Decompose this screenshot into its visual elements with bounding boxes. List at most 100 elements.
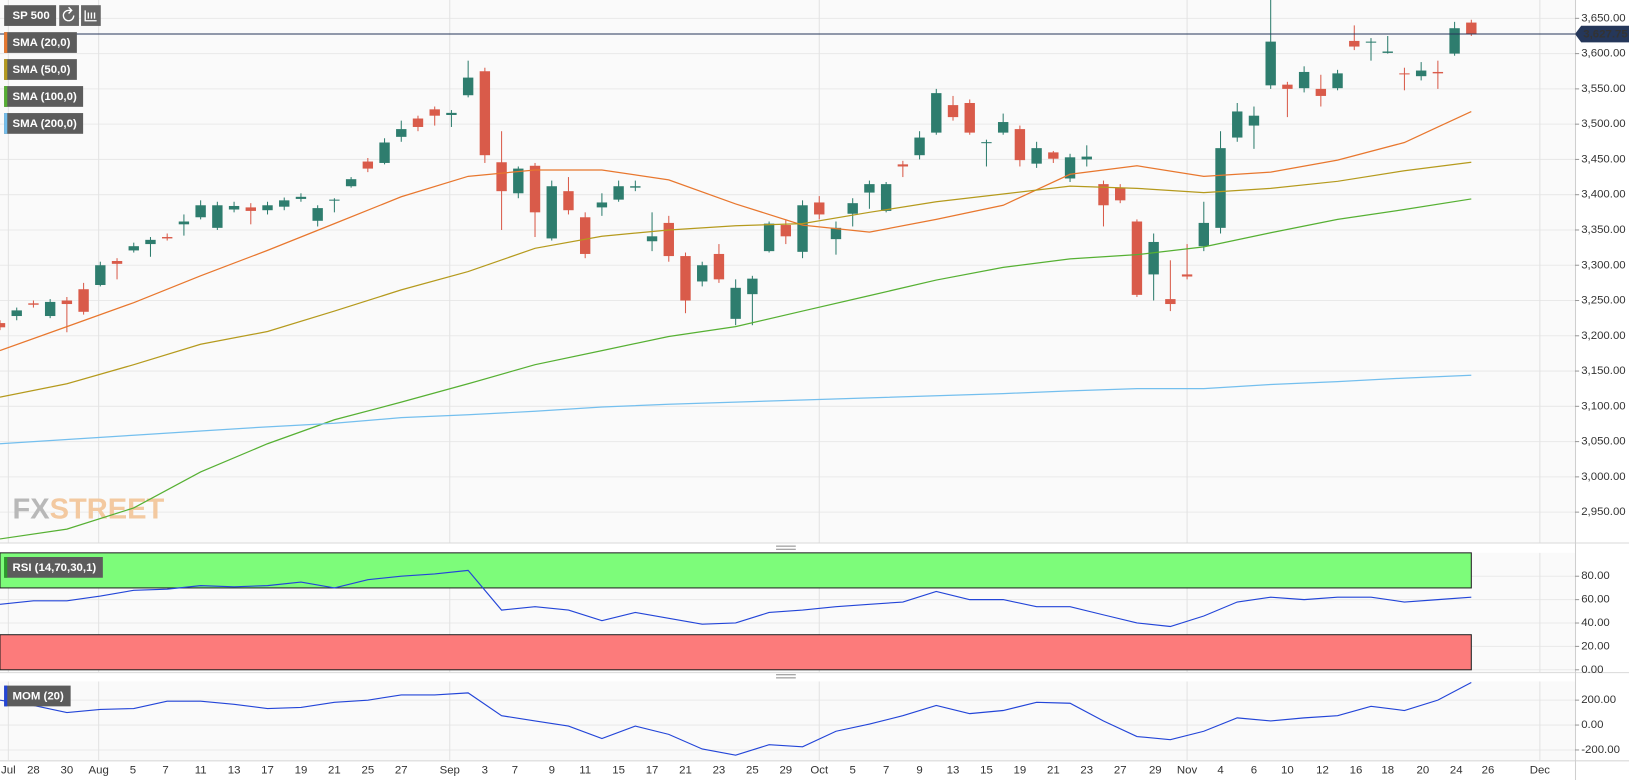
x-tick-label: 12 [1316,765,1329,777]
settings-button[interactable] [81,5,101,26]
y-tick-label: -200.00 [1581,744,1620,756]
indicator-label-swatch [4,685,8,707]
candle-body [864,184,875,193]
candle-body [178,221,190,225]
candle-body [228,205,240,210]
candle-body [1148,241,1159,275]
y-tick-label: 40.00 [1581,617,1610,629]
candle-body [479,71,491,156]
mark-layer [0,0,1575,756]
y-tick-label: 3,400.00 [1581,189,1625,201]
candle-body [1232,111,1243,138]
y-tick-label: 3,200.00 [1581,330,1625,342]
level-band [0,634,1472,671]
candle-body [981,142,992,144]
x-tick-label: 6 [1251,765,1257,777]
x-tick-label: 10 [1281,765,1294,777]
candle-body [1466,22,1477,34]
candle-body [630,186,641,188]
candle-body [1415,70,1427,77]
watermark-part: STREET [50,493,165,525]
candle-body [579,217,591,254]
candle-body [830,227,842,240]
x-tick-label: Aug [88,765,108,777]
watermark: FXSTREET [12,493,164,525]
x-tick-label: 7 [883,765,889,777]
instrument-label-bg[interactable] [4,5,57,26]
x-tick-label: 28 [27,765,40,777]
watermark-part: FX [12,493,50,525]
candle-body [1248,115,1260,126]
candle-body [1282,84,1293,89]
button-bg [59,5,79,26]
candle-body [663,222,674,257]
candle-body [529,165,541,213]
candle-body [513,168,524,194]
candle-body [329,199,340,201]
x-tick-label: 23 [1080,765,1093,777]
candle-body [262,205,273,211]
legend-entry-bg[interactable] [4,59,77,80]
candle-body [747,278,758,295]
x-tick-label: Jul [1,765,16,777]
x-tick-label: 21 [328,765,341,777]
y-tick-label: 3,500.00 [1581,118,1625,130]
y-tick-label: 3,050.00 [1581,436,1625,448]
indicator-label-bg[interactable] [4,556,103,578]
y-tick-label: 3,300.00 [1581,259,1625,271]
candle-body [1315,88,1327,96]
y-tick-label: 60.00 [1581,594,1610,606]
candle-body [362,161,374,169]
resize-grip[interactable] [776,674,796,679]
x-tick-label: 3 [482,765,488,777]
mom-panel [0,681,1575,761]
x-tick-label: 30 [61,765,74,777]
candle-body [429,109,440,116]
x-tick-label: 29 [779,765,792,777]
candle-body [730,287,741,319]
candle-body [1165,299,1176,305]
candle-body [1215,148,1226,228]
candle-body [446,112,457,115]
candle-body [496,162,507,192]
legend-entry-bg[interactable] [4,113,84,134]
candle-body [1098,184,1109,206]
x-tick-label: 11 [579,765,591,777]
legend-entry: SMA (20,0) [12,37,70,49]
candle-body [546,186,557,239]
indicator-label: MOM (20) [12,691,64,703]
refresh-button[interactable] [59,5,79,26]
candle-body [563,191,574,211]
x-tick-label: 24 [1450,765,1463,777]
legend-entry: SMA (100,0) [12,91,76,103]
x-tick-label: 17 [261,765,274,777]
candle-body [111,261,123,264]
last-price-tag [1574,25,1629,43]
sma-line [0,374,1472,445]
legend-entry-bg[interactable] [4,32,77,53]
refresh-icon [62,6,75,22]
indicator-label-bg[interactable] [4,685,71,707]
candle-body [713,253,725,280]
resize-grip[interactable] [776,545,796,550]
x-tick-label: 9 [916,765,922,777]
y-tick-label: 2,950.00 [1581,506,1625,518]
y-tick-label: 3,100.00 [1581,400,1625,412]
candle-body [162,237,173,239]
legend-entry-bg[interactable] [4,86,84,107]
candle-body [964,102,975,133]
candle-body [596,202,608,208]
level-band [0,552,1472,589]
candle-body [128,246,139,251]
candle-body [1449,28,1460,54]
candle-body [914,137,925,156]
y-tick-label: 3,600.00 [1581,48,1625,60]
x-tick-label: 27 [1114,765,1127,777]
x-tick-label: 20 [1416,765,1429,777]
x-tick-label: Nov [1177,765,1198,777]
x-tick-label: 7 [162,765,168,777]
sma-line [0,161,1472,398]
x-tick-label: 13 [228,765,241,777]
